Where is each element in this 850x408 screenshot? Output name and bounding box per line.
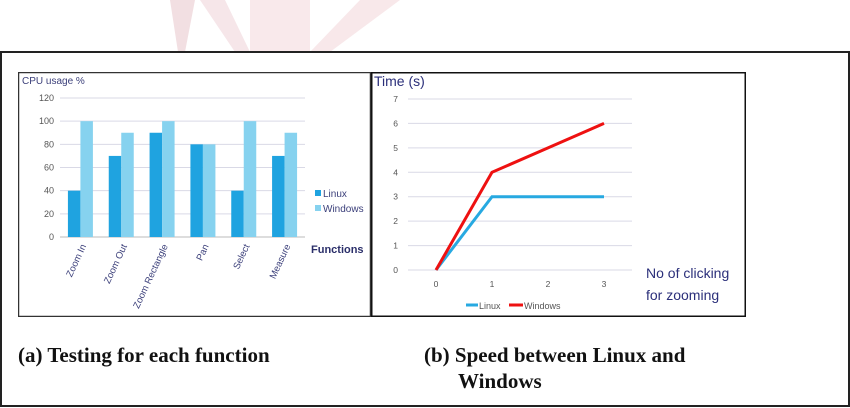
line-linux (434, 195, 604, 271)
y-tick-label: 0 (393, 265, 398, 275)
caption-b-line1: (b) Speed between Linux and (424, 343, 686, 367)
y-tick-label: 60 (44, 163, 54, 173)
line-x-axis-label-1: No of clicking (646, 265, 729, 281)
legend-swatch-windows (315, 205, 321, 211)
line-chart-title: Time (s) (374, 73, 425, 89)
y-tick-label: 6 (393, 118, 398, 128)
y-tick-label: 2 (393, 216, 398, 226)
y-tick-label: 20 (44, 209, 54, 219)
legend-label-linux: Linux (479, 301, 501, 311)
bar-linux (67, 190, 81, 237)
bar-linux (108, 155, 122, 237)
y-tick-label: 1 (393, 241, 398, 251)
x-tick-label: 0 (434, 279, 439, 289)
y-tick-label: 120 (39, 93, 54, 103)
y-tick-label: 80 (44, 139, 54, 149)
y-tick-label: 7 (393, 94, 398, 104)
figure-frame (0, 51, 850, 407)
watermark (170, 0, 400, 52)
bar-chart-title: CPU usage % (22, 76, 85, 87)
legend-label-windows: Windows (524, 301, 561, 311)
bar-windows (243, 121, 257, 237)
bar-legend: Linux Windows (315, 189, 364, 215)
line-windows (434, 122, 605, 271)
bar-linux (149, 132, 163, 237)
bar-linux (272, 155, 285, 237)
y-tick-label: 4 (393, 167, 398, 177)
bar-windows (121, 132, 134, 237)
x-tick-label: 1 (490, 279, 495, 289)
y-tick-label: 3 (393, 192, 398, 202)
y-tick-label: 0 (49, 232, 54, 242)
bar-windows (80, 121, 93, 237)
caption-b-line2: Windows (458, 369, 542, 393)
bar-windows (162, 121, 175, 237)
legend-label-linux: Linux (323, 189, 347, 200)
legend-swatch-linux (315, 190, 321, 196)
bar-x-axis-label: Functions (311, 244, 364, 256)
bar-linux (190, 144, 203, 237)
speed-line-chart: Time (s) 0 1 2 3 4 5 6 7 0 1 2 3 No of clicking for… (371, 72, 746, 317)
x-tick-label: 2 (546, 279, 551, 289)
caption-a: (a) Testing for each function (18, 343, 270, 367)
bar-windows (284, 132, 298, 237)
bar-linux (231, 190, 244, 237)
x-tick-label: 3 (602, 279, 607, 289)
y-tick-label: 5 (393, 143, 398, 153)
y-tick-label: 40 (44, 186, 54, 196)
line-x-axis-label-2: for zooming (646, 287, 719, 303)
legend-label-windows: Windows (323, 204, 364, 215)
line-legend: Linux Windows (466, 301, 561, 311)
y-tick-label: 100 (39, 116, 54, 126)
bar-windows (202, 144, 216, 237)
